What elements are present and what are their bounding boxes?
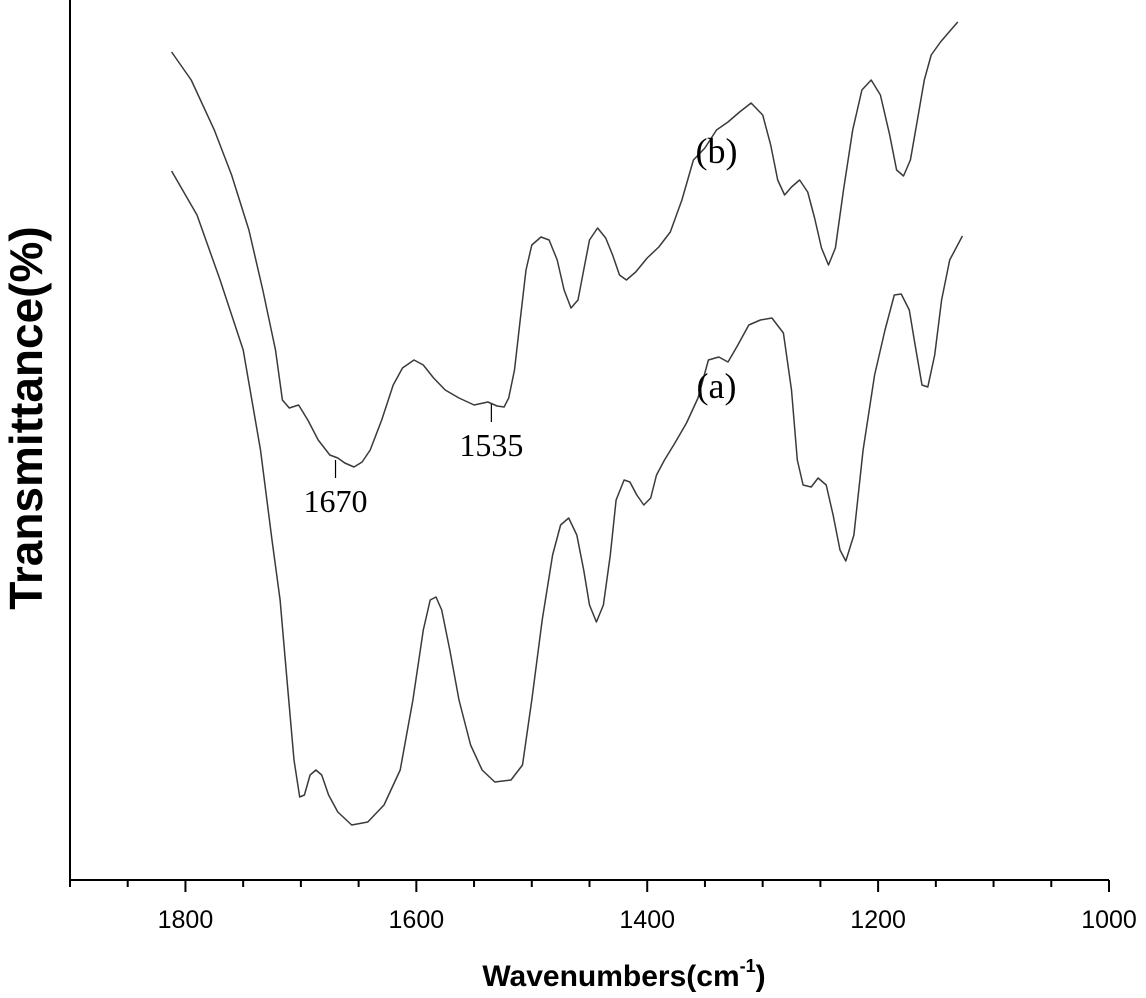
x-axis-title-main: Wavenumbers(cm [482,960,739,993]
x-axis-title: Wavenumbers(cm-1) [482,956,765,993]
series-label: (b) [695,131,737,171]
spectra [170,21,964,826]
x-axis-title-sup: -1 [740,956,756,976]
x-tick-label: 1400 [619,906,675,934]
annotations: (a) (b) 1670 1535 [304,131,738,519]
series-label: (a) [697,366,737,406]
x-tick-label: 1600 [389,906,445,934]
x-tick-label: 1800 [158,906,214,934]
x-axis-title-close: ) [756,960,766,993]
y-axis-title: Transmittance(%) [0,226,52,609]
x-ticks: 1800 1600 1400 1200 1000 [69,880,1137,934]
series-line-a [170,170,964,826]
x-tick-label: 1000 [1081,906,1137,934]
axes [69,0,1109,881]
x-tick-label: 1200 [850,906,906,934]
peak-label: 1535 [459,427,523,463]
peak-label: 1670 [304,483,368,519]
series-line-b [170,21,959,468]
